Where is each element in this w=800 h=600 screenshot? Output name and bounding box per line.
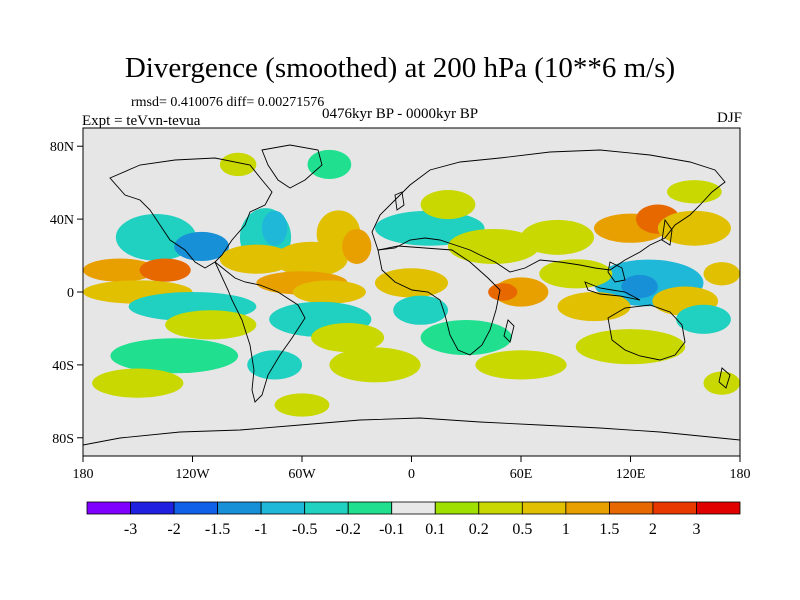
- divergence-region-27: [375, 268, 448, 298]
- divergence-region-20: [329, 347, 421, 383]
- lat-tick-label: 80S: [52, 432, 74, 447]
- divergence-region-14: [292, 280, 366, 304]
- divergence-region-30: [393, 295, 448, 325]
- colorbar-label: -1: [254, 521, 267, 538]
- divergence-region-29: [488, 283, 518, 301]
- colorbar-swatch-9: [478, 501, 523, 515]
- divergence-region-26: [448, 228, 540, 264]
- colorbar-label: -1.5: [205, 521, 230, 538]
- divergence-region-2: [83, 258, 156, 282]
- lon-tick-label: 120E: [616, 467, 646, 482]
- divergence-field: [83, 149, 740, 417]
- divergence-region-42: [539, 259, 613, 289]
- lon-tick-label: 60W: [288, 467, 316, 482]
- colorbar-label: -0.1: [379, 521, 404, 538]
- colorbar-label: 0.1: [425, 521, 445, 538]
- divergence-region-21: [274, 393, 330, 417]
- lat-tick-label: 0: [67, 286, 74, 301]
- colorbar-swatch-12: [609, 501, 654, 515]
- divergence-region-39: [621, 274, 658, 299]
- colorbar-label: -0.2: [336, 521, 361, 538]
- divergence-region-6: [165, 310, 257, 340]
- divergence-region-40: [557, 292, 631, 322]
- colorbar-swatch-2: [173, 501, 218, 515]
- lon-tick-label: 120W: [175, 467, 210, 482]
- colorbar-swatch-1: [130, 501, 175, 515]
- colorbar-swatch-10: [521, 501, 567, 515]
- divergence-region-22: [307, 149, 352, 180]
- lon-tick-label: 0: [408, 467, 415, 482]
- experiment-label: Expt = teVvn-tevua: [82, 113, 201, 129]
- stats-text: rmsd= 0.410076 diff= 0.00271576: [131, 95, 325, 110]
- divergence-region-10: [261, 210, 288, 246]
- divergence-region-8: [92, 368, 184, 398]
- colorbar-label: 1: [562, 521, 570, 538]
- colorbar-swatch-8: [434, 501, 480, 515]
- lon-tick-label: 180: [73, 467, 94, 482]
- divergence-region-44: [676, 304, 731, 334]
- lon-tick-label: 60E: [510, 467, 533, 482]
- divergence-region-36: [657, 210, 731, 246]
- divergence-region-16: [342, 228, 372, 264]
- lat-tick-label: 40N: [50, 213, 74, 228]
- colorbar-label: 0.2: [469, 521, 489, 538]
- colorbar-swatch-0: [86, 501, 131, 515]
- divergence-region-43: [575, 329, 686, 365]
- plot-title: Divergence (smoothed) at 200 hPa (10**6 …: [124, 52, 676, 84]
- colorbar-swatch-4: [260, 501, 306, 515]
- colorbar-swatch-11: [565, 501, 610, 515]
- colorbar-label: 2: [649, 521, 657, 538]
- divergence-region-25: [420, 189, 476, 220]
- axis-ticks: 180 120W 60W 0 60E 120E 180 80N 40N 0 40S 80S: [50, 140, 751, 482]
- divergence-region-18: [311, 322, 385, 353]
- divergence-region-31: [420, 320, 512, 356]
- colorbar-swatch-3: [217, 501, 262, 515]
- divergence-region-19: [247, 350, 302, 380]
- lat-tick-label: 80N: [50, 140, 74, 155]
- colorbar-label: -2: [167, 521, 180, 538]
- divergence-region-7: [110, 338, 239, 374]
- lat-tick-label: 40S: [52, 359, 74, 374]
- period-label: 0476kyr BP - 0000kyr BP: [322, 106, 479, 122]
- colorbar-swatch-7: [391, 501, 436, 515]
- colorbar-label: -3: [124, 521, 137, 538]
- colorbar-label: 1.5: [599, 521, 619, 538]
- colorbar-label: -0.5: [292, 521, 317, 538]
- colorbar-swatch-5: [304, 501, 349, 515]
- colorbar-swatch-6: [347, 501, 393, 515]
- divergence-region-23: [219, 152, 257, 177]
- colorbar: -3 -2 -1.5 -1 -0.5 -0.2 -0.1 0.1 0.2 0.5 1 1.5 2 3: [86, 501, 741, 538]
- colorbar-label: 0.5: [512, 521, 532, 538]
- divergence-region-3: [139, 258, 191, 282]
- coastlines: [83, 144, 740, 446]
- divergence-region-33: [521, 219, 594, 255]
- divergence-region-32: [475, 350, 567, 380]
- divergence-region-46: [703, 262, 740, 286]
- lon-tick-label: 180: [730, 467, 751, 482]
- colorbar-swatch-13: [652, 501, 697, 515]
- colorbar-label: 3: [692, 521, 700, 538]
- divergence-region-37: [667, 180, 722, 204]
- season-label: DJF: [716, 110, 742, 126]
- colorbar-swatch-14: [696, 501, 741, 515]
- divergence-region-11: [219, 244, 293, 274]
- divergence-region-45: [703, 371, 740, 395]
